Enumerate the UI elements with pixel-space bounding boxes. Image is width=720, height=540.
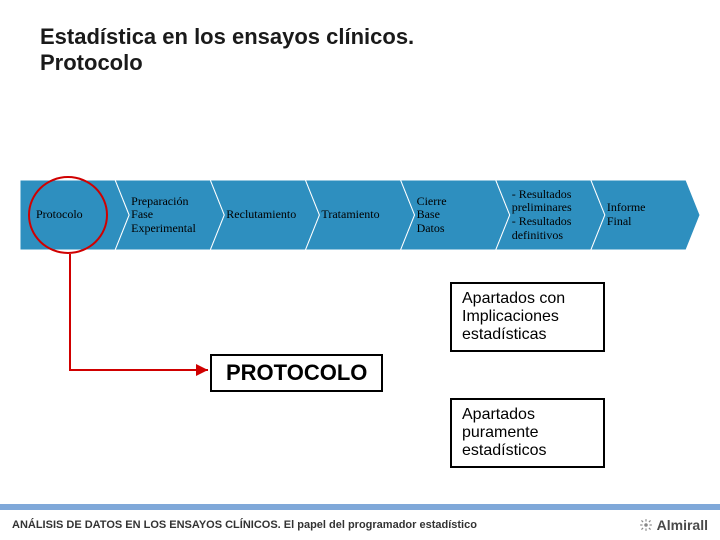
chevron-reclut bbox=[210, 180, 319, 250]
chevron-trat bbox=[305, 180, 414, 250]
callout1-line3: estadísticas bbox=[462, 326, 593, 344]
highlight-circle bbox=[28, 176, 108, 254]
title-line-2: Protocolo bbox=[40, 50, 414, 76]
protocolo-box-label: PROTOCOLO bbox=[226, 360, 367, 385]
callout2-line1: Apartados bbox=[462, 406, 593, 424]
callout1-line1: Apartados con bbox=[462, 290, 593, 308]
chevron-result bbox=[496, 180, 605, 250]
callout-box-implications: Apartados con Implicaciones estadísticas bbox=[450, 282, 605, 352]
callout-box-pure-stats: Apartados puramente estadísticos bbox=[450, 398, 605, 468]
callout2-line2: puramente bbox=[462, 424, 593, 442]
protocolo-box: PROTOCOLO bbox=[210, 354, 383, 392]
brand-name: Almirall bbox=[657, 517, 708, 533]
footer-text: ANÁLISIS DE DATOS EN LOS ENSAYOS CLÍNICO… bbox=[12, 519, 477, 531]
footer-bar: ANÁLISIS DE DATOS EN LOS ENSAYOS CLÍNICO… bbox=[0, 504, 720, 540]
slide-title: Estadística en los ensayos clínicos. Pro… bbox=[40, 24, 414, 77]
connector-arrow bbox=[0, 0, 720, 540]
brand-logo: Almirall bbox=[639, 517, 708, 533]
flow-chevrons-svg bbox=[20, 180, 700, 250]
callout1-line2: Implicaciones bbox=[462, 308, 593, 326]
process-flow: ProtocoloPreparaciónFaseExperimentalRecl… bbox=[20, 180, 700, 250]
title-line-1: Estadística en los ensayos clínicos. bbox=[40, 24, 414, 50]
chevron-informe bbox=[591, 180, 700, 250]
sun-icon bbox=[639, 518, 653, 532]
chevron-cierre bbox=[401, 180, 510, 250]
callout2-line3: estadísticos bbox=[462, 442, 593, 460]
chevron-prep bbox=[115, 180, 224, 250]
